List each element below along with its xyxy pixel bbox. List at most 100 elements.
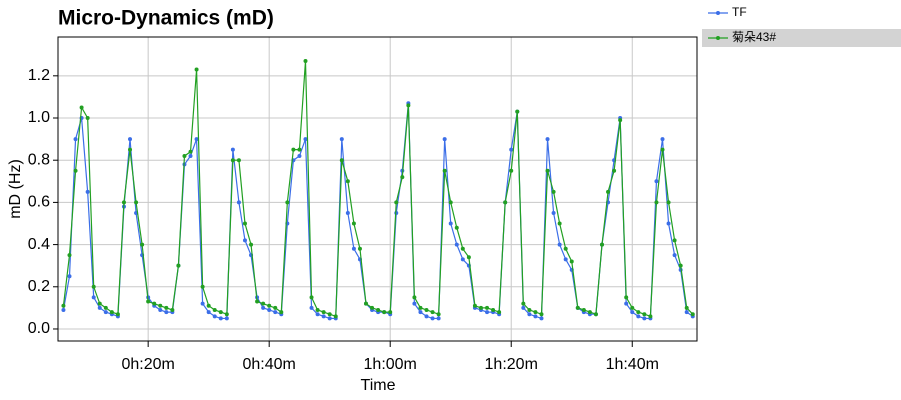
data-point	[212, 307, 217, 312]
data-point	[442, 168, 447, 173]
x-axis-label: Time	[361, 377, 396, 394]
y-tick-label: 0.8	[28, 151, 50, 168]
data-point	[339, 158, 344, 163]
data-point	[267, 307, 272, 312]
legend-label: 菊朵43#	[732, 30, 776, 44]
data-point	[345, 179, 350, 184]
data-point	[73, 137, 78, 142]
data-point	[176, 263, 181, 268]
y-tick-label: 0.0	[28, 320, 50, 337]
data-point	[436, 316, 441, 321]
data-point	[563, 246, 568, 251]
data-point	[424, 307, 429, 312]
data-point	[158, 303, 163, 308]
data-point	[418, 305, 423, 310]
data-point	[279, 310, 284, 315]
data-point	[430, 310, 435, 315]
data-point	[351, 246, 356, 251]
y-tick-label: 1.0	[28, 109, 50, 126]
data-point	[466, 255, 471, 260]
data-point	[678, 263, 683, 268]
data-point	[351, 221, 356, 226]
data-point	[575, 305, 580, 310]
data-point	[654, 200, 659, 205]
data-point	[460, 246, 465, 251]
data-point	[442, 137, 447, 142]
data-point	[164, 310, 169, 315]
data-point	[67, 274, 72, 279]
data-point	[273, 310, 278, 315]
data-point	[485, 310, 490, 315]
data-point	[599, 242, 604, 247]
y-tick-label: 0.6	[28, 194, 50, 211]
data-point	[61, 307, 66, 312]
data-point	[642, 312, 647, 317]
data-point	[230, 158, 235, 163]
data-point	[109, 310, 114, 315]
data-point	[146, 299, 151, 304]
data-point	[315, 312, 320, 317]
data-point	[660, 147, 665, 152]
data-point	[218, 310, 223, 315]
data-point	[400, 175, 405, 180]
data-point	[382, 310, 387, 315]
data-point	[345, 210, 350, 215]
data-point	[533, 314, 538, 319]
data-point	[212, 314, 217, 319]
data-point	[642, 316, 647, 321]
data-point	[267, 303, 272, 308]
data-point	[624, 301, 629, 306]
data-point	[430, 316, 435, 321]
data-point	[618, 118, 623, 123]
series-line	[62, 61, 694, 318]
data-point	[424, 314, 429, 319]
data-point	[128, 137, 133, 142]
data-point	[612, 168, 617, 173]
data-point	[134, 200, 139, 205]
data-point	[460, 257, 465, 262]
data-point	[509, 147, 514, 152]
data-point	[364, 301, 369, 306]
data-point	[539, 316, 544, 321]
x-tick-label: 1h:20m	[485, 356, 538, 373]
data-point	[563, 257, 568, 262]
data-point	[412, 301, 417, 306]
x-tick-label: 0h:20m	[121, 356, 174, 373]
data-point	[684, 305, 689, 310]
x-tick-label: 1h:40m	[606, 356, 659, 373]
data-point	[73, 168, 78, 173]
y-tick-label: 0.2	[28, 278, 50, 295]
data-point	[545, 168, 550, 173]
data-point	[666, 221, 671, 226]
data-point	[140, 242, 145, 247]
data-point	[339, 137, 344, 142]
data-point	[103, 305, 108, 310]
data-point	[333, 314, 338, 319]
data-point	[503, 200, 508, 205]
legend-marker	[716, 11, 720, 15]
data-point	[128, 147, 133, 152]
data-point	[194, 137, 199, 142]
data-point	[448, 221, 453, 226]
data-point	[303, 137, 308, 142]
data-point	[261, 301, 266, 306]
data-point	[515, 109, 520, 114]
data-point	[357, 246, 362, 251]
data-point	[690, 312, 695, 317]
data-point	[224, 312, 229, 317]
data-point	[91, 284, 96, 289]
data-point	[321, 314, 326, 319]
data-point	[309, 295, 314, 300]
data-point	[200, 284, 205, 289]
data-point	[394, 200, 399, 205]
data-point	[242, 221, 247, 226]
data-point	[630, 305, 635, 310]
data-point	[115, 312, 120, 317]
data-point	[200, 301, 205, 306]
data-point	[376, 307, 381, 312]
data-point	[412, 295, 417, 300]
data-point	[636, 310, 641, 315]
data-point	[236, 200, 241, 205]
data-point	[448, 200, 453, 205]
